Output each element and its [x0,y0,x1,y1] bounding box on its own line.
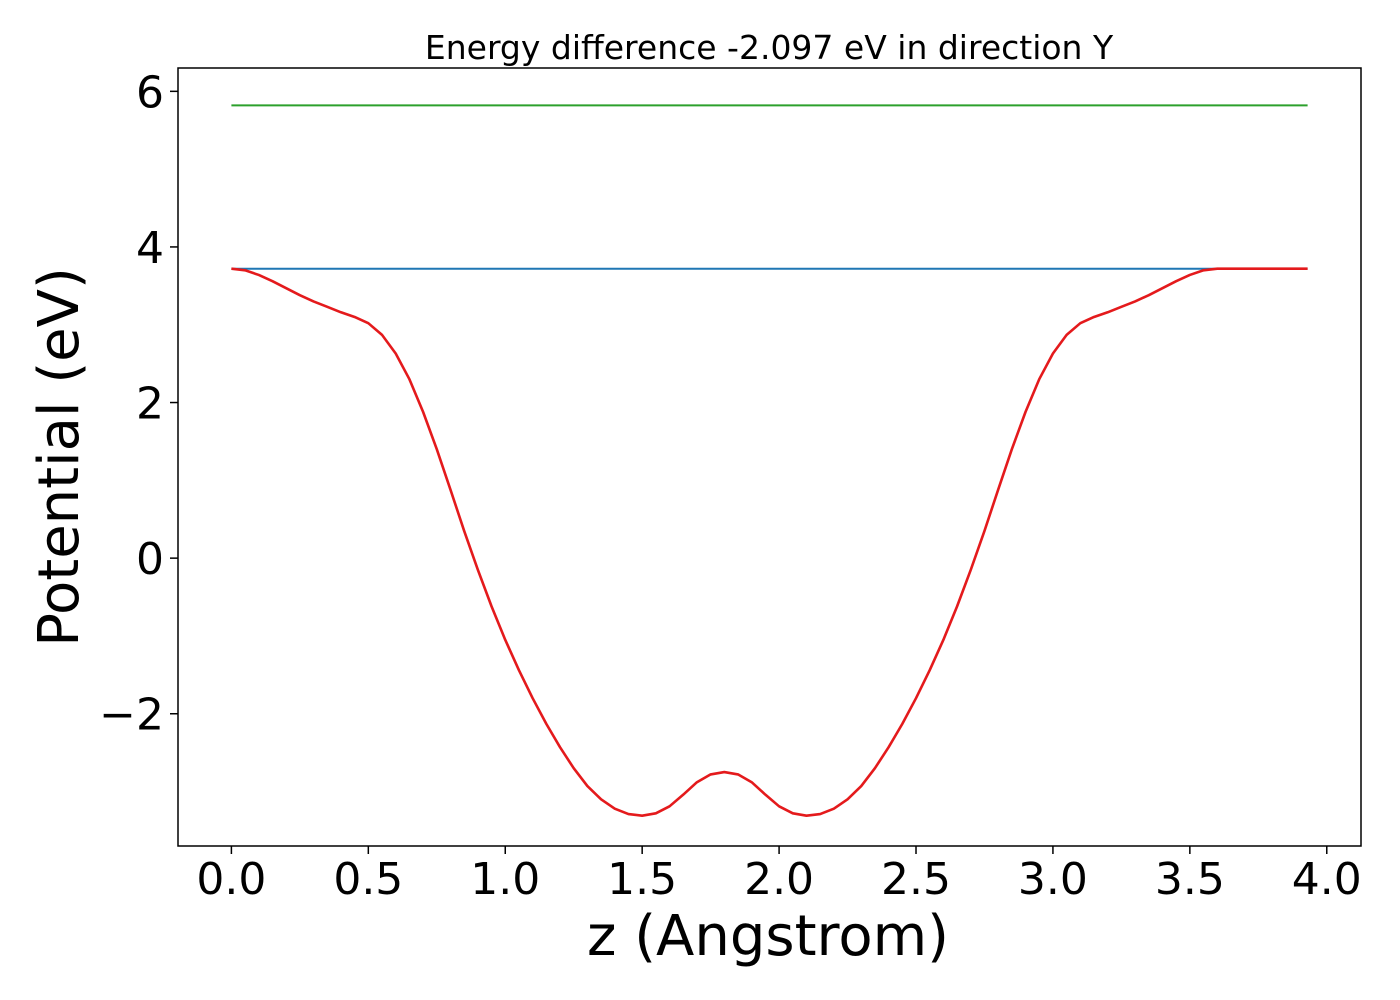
plot-frame [177,67,1362,847]
y-axis-label: Potential (eV) [27,267,92,647]
y-tick-label: 0 [136,534,164,585]
plot-area [231,104,1308,817]
x-tick-label: 1.5 [607,854,677,905]
y-tick-label: 6 [136,67,164,118]
y-axis: −2 0 2 4 6 [99,67,178,741]
x-tick-label: 3.5 [1155,854,1225,905]
x-axis-label: z (Angstrom) [587,904,949,969]
x-tick-label: 2.0 [744,854,814,905]
x-tick-label: 1.0 [470,854,540,905]
x-tick-label: 3.0 [1018,854,1088,905]
y-tick-label: −2 [99,690,164,741]
y-tick-label: 4 [136,223,164,274]
x-tick-label: 4.0 [1292,854,1362,905]
x-tick-label: 0.0 [196,854,266,905]
chart-title: Energy difference -2.097 eV in direction… [425,28,1114,67]
x-tick-label: 2.5 [881,854,951,905]
x-tick-label: 0.5 [333,854,403,905]
series-line-3 [231,267,1308,817]
y-tick-label: 2 [136,379,164,430]
x-axis: 0.0 0.5 1.0 1.5 2.0 2.5 3.0 3.5 4.0 [196,846,1362,905]
